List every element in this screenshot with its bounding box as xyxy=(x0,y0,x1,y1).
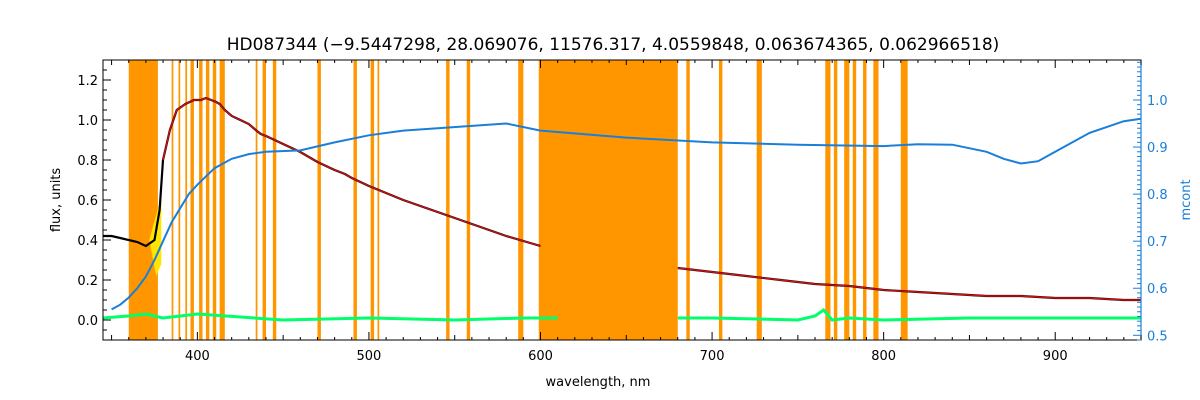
residual-line xyxy=(102,312,558,322)
masked-band xyxy=(377,60,380,340)
x-tick-label: 400 xyxy=(185,349,210,364)
masked-band xyxy=(900,60,908,340)
masked-band xyxy=(518,60,524,340)
masked-band xyxy=(212,60,217,340)
y-tick-label: 0.0 xyxy=(77,314,98,329)
x-tick-label: 700 xyxy=(700,349,725,364)
masked-band xyxy=(852,60,857,340)
x-axis-label: wavelength, nm xyxy=(546,375,651,390)
right-axis-label: mcont xyxy=(1179,179,1194,220)
masked-band xyxy=(190,60,194,340)
y-axis-label: flux, units xyxy=(49,168,64,233)
masked-band xyxy=(353,60,357,340)
y-tick-label: 0.6 xyxy=(77,194,98,209)
residual-line xyxy=(677,307,1141,322)
masked-band xyxy=(466,60,471,340)
x-axis-ticks: 400 500 600 700 800 900 xyxy=(111,60,1142,364)
masked-band xyxy=(178,60,181,340)
masked-band xyxy=(756,60,762,340)
x-tick-label: 500 xyxy=(357,349,382,364)
masked-band xyxy=(873,60,879,340)
masked-band xyxy=(863,60,867,340)
masked-band xyxy=(219,60,225,340)
y-axis-ticks: 0.0 0.2 0.4 0.6 0.8 1.0 1.2 xyxy=(77,59,111,341)
series-layer xyxy=(102,96,1142,322)
y-tick-label: 0.2 xyxy=(77,274,98,289)
x-tick-label: 800 xyxy=(871,349,896,364)
observed-spectrum-line xyxy=(677,266,1141,302)
right-tick-label: 1.0 xyxy=(1147,94,1168,109)
right-axis-ticks: 0.5 0.6 0.7 0.8 0.9 1.0 xyxy=(1133,61,1168,344)
masked-band xyxy=(272,60,277,340)
masked-regions xyxy=(128,60,908,340)
masked-band xyxy=(538,60,678,340)
y-tick-label: 1.2 xyxy=(77,74,98,89)
masked-band xyxy=(370,60,375,340)
right-tick-label: 0.5 xyxy=(1147,329,1168,344)
observed-spectrum-line xyxy=(103,96,541,248)
chart-title: HD087344 (−9.5447298, 28.069076, 11576.3… xyxy=(227,35,1000,55)
right-tick-label: 0.8 xyxy=(1147,188,1168,203)
x-tick-label: 900 xyxy=(1043,349,1068,364)
y-tick-label: 0.8 xyxy=(77,154,98,169)
model-fit-line xyxy=(162,97,541,247)
masked-band xyxy=(317,60,321,340)
masked-band xyxy=(255,60,258,340)
masked-band xyxy=(262,60,266,340)
masked-band xyxy=(718,60,723,340)
y-tick-label: 0.4 xyxy=(77,234,98,249)
masked-band xyxy=(199,60,203,340)
y-tick-label: 1.0 xyxy=(77,114,98,129)
masked-band xyxy=(833,60,838,340)
right-tick-label: 0.7 xyxy=(1147,235,1168,250)
masked-band xyxy=(446,60,450,340)
model-fit-line xyxy=(677,267,1141,301)
masked-band xyxy=(128,60,158,340)
masked-band xyxy=(205,60,210,340)
masked-band xyxy=(171,60,174,340)
continuum-line xyxy=(111,117,1142,311)
right-tick-label: 0.6 xyxy=(1147,282,1168,297)
right-tick-label: 0.9 xyxy=(1147,141,1168,156)
masked-band xyxy=(844,60,850,340)
masked-band xyxy=(686,60,690,340)
x-tick-label: 600 xyxy=(528,349,553,364)
masked-band xyxy=(825,60,831,340)
